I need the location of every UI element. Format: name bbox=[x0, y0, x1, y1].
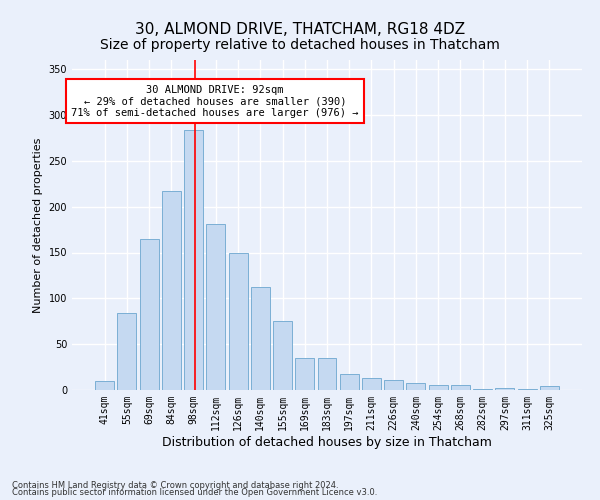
Bar bbox=[251, 288, 270, 390]
Bar bbox=[451, 386, 470, 390]
Bar bbox=[295, 358, 314, 390]
Bar bbox=[229, 254, 248, 390]
Bar bbox=[184, 130, 203, 390]
Bar bbox=[95, 381, 114, 390]
Bar bbox=[496, 388, 514, 390]
Bar bbox=[162, 191, 181, 390]
Text: 30 ALMOND DRIVE: 92sqm
← 29% of detached houses are smaller (390)
71% of semi-de: 30 ALMOND DRIVE: 92sqm ← 29% of detached… bbox=[71, 84, 359, 118]
Text: Contains HM Land Registry data © Crown copyright and database right 2024.: Contains HM Land Registry data © Crown c… bbox=[12, 480, 338, 490]
Bar bbox=[362, 378, 381, 390]
X-axis label: Distribution of detached houses by size in Thatcham: Distribution of detached houses by size … bbox=[162, 436, 492, 448]
Bar bbox=[518, 389, 536, 390]
Bar bbox=[140, 239, 158, 390]
Text: Contains public sector information licensed under the Open Government Licence v3: Contains public sector information licen… bbox=[12, 488, 377, 497]
Bar bbox=[384, 380, 403, 390]
Y-axis label: Number of detached properties: Number of detached properties bbox=[33, 138, 43, 312]
Bar bbox=[340, 374, 359, 390]
Text: Size of property relative to detached houses in Thatcham: Size of property relative to detached ho… bbox=[100, 38, 500, 52]
Bar bbox=[317, 358, 337, 390]
Bar bbox=[540, 386, 559, 390]
Bar bbox=[118, 313, 136, 390]
Bar bbox=[406, 382, 425, 390]
Bar bbox=[273, 322, 292, 390]
Bar bbox=[206, 224, 225, 390]
Bar bbox=[429, 384, 448, 390]
Text: 30, ALMOND DRIVE, THATCHAM, RG18 4DZ: 30, ALMOND DRIVE, THATCHAM, RG18 4DZ bbox=[135, 22, 465, 38]
Bar bbox=[473, 389, 492, 390]
